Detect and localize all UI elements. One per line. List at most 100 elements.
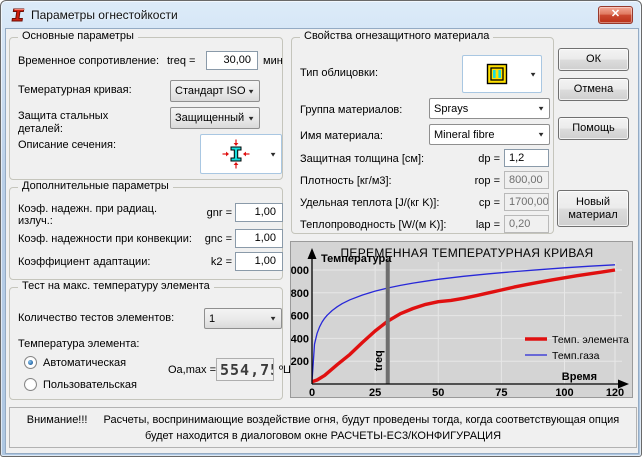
temperature-curve-select[interactable]: Стандарт ISO 834 ▼ (170, 80, 260, 102)
warning-box: Внимание!!! Расчеты, воспринимающие возд… (9, 407, 637, 448)
radio-automatic[interactable]: Автоматическая (24, 356, 126, 369)
close-button[interactable]: ✕ (598, 6, 633, 24)
x-axis-label: Время (562, 371, 597, 383)
gnc-prefix: gnc = (204, 233, 232, 245)
steel-protection-label-1: Защита стальных (18, 110, 109, 122)
chart-title: ПЕРЕМЕННАЯ ТЕМПЕРАТУРНАЯ КРИВАЯ (340, 246, 593, 260)
y-axis-arrow-icon (307, 248, 317, 259)
material-group-label: Группа материалов: (300, 104, 403, 116)
material-name-label: Имя материала: (300, 130, 383, 142)
x-tick-label: 50 (432, 387, 444, 397)
section-description-select[interactable]: ▼ (200, 134, 282, 174)
radio-unselected-icon (24, 378, 37, 391)
specific-heat-label: Удельная теплота [J/(кг K)]: (300, 197, 440, 209)
radio-selected-icon (24, 356, 37, 369)
box-protection-icon (486, 63, 508, 85)
chart-series-line (311, 268, 616, 384)
k2-input[interactable]: 1,00 (235, 252, 283, 271)
k2-prefix: k2 = (210, 256, 232, 268)
oamax-prefix: Oa,max = (168, 364, 216, 376)
chevron-down-icon: ▼ (247, 87, 255, 95)
dp-prefix: dp = (478, 153, 500, 165)
section-description-label: Описание сечения: (18, 139, 117, 151)
group-fire-protection-material: Свойства огнезащитного материала Тип обл… (291, 30, 554, 234)
y-tick-label: 600 (291, 311, 309, 323)
x-tick-label: 0 (309, 387, 315, 397)
x-tick-label: 25 (369, 387, 381, 397)
treq-marker-label: treq (373, 350, 385, 371)
chevron-down-icon: ▼ (247, 114, 255, 122)
material-group-select[interactable]: Sprays ▼ (429, 98, 550, 119)
group-title: Основные параметры (18, 30, 138, 42)
ok-button[interactable]: ОК (558, 48, 629, 71)
time-resistance-label: Временное сопротивление: (18, 55, 160, 67)
element-temperature-label: Температура элемента: (18, 338, 140, 350)
window-title: Параметры огнестойкости (31, 7, 178, 22)
treq-unit: мин (263, 55, 283, 67)
gnr-prefix: gnr = (206, 207, 232, 219)
help-button[interactable]: Помощь (558, 117, 629, 140)
steel-beam-app-icon (9, 7, 25, 23)
warning-line2: будет находится в диалоговом окне РАСЧЕТ… (144, 429, 502, 442)
thickness-label: Защитная толщина [см]: (300, 153, 425, 165)
y-axis-label: Температура (321, 253, 392, 265)
new-material-button[interactable]: Новый материал (557, 190, 629, 227)
radio-custom[interactable]: Пользовательская (24, 378, 137, 391)
cancel-button[interactable]: Отмена (558, 78, 629, 101)
gnc-input[interactable]: 1,00 (235, 229, 283, 248)
x-tick-label: 120 (606, 387, 624, 397)
chevron-down-icon: ▼ (537, 104, 545, 113)
conductivity-label: Теплопроводность [W/(м K)]: (300, 219, 447, 231)
chart-series-line (311, 264, 616, 382)
test-count-label: Количество тестов элементов: (18, 312, 175, 324)
close-icon: ✕ (610, 8, 621, 20)
rop-input: 800,00 (504, 171, 549, 189)
x-axis-arrow-icon (618, 379, 629, 389)
y-tick-label: 200 (291, 356, 309, 368)
dp-input[interactable]: 1,2 (504, 149, 549, 167)
temperature-chart-svg: treq 0 25 50 75 100 120 200 400 600 800 1000 ПЕРЕМЕН… (291, 242, 632, 397)
chevron-down-icon: ▼ (269, 314, 277, 323)
titlebar[interactable]: Параметры огнестойкости ✕ (1, 1, 641, 28)
lap-prefix: lap = (475, 219, 500, 231)
group-title: Дополнительные параметры (18, 180, 173, 192)
group-main-parameters: Основные параметры Временное сопротивлен… (9, 30, 283, 180)
rop-prefix: rop = (474, 175, 500, 187)
cp-prefix: cp = (478, 197, 500, 209)
legend-label: Темп. элемента (552, 334, 629, 346)
gnc-label: Коэф. надежности при конвекции: (18, 233, 192, 245)
chevron-down-icon: ▼ (529, 70, 537, 78)
gnr-input[interactable]: 1,00 (235, 203, 283, 222)
cp-input: 1700,00 (504, 193, 549, 211)
chevron-down-icon: ▼ (537, 130, 545, 139)
legend-label: Темп.газа (552, 350, 600, 362)
y-tick-label: 800 (291, 288, 309, 300)
steel-protection-label-2: деталей: (18, 123, 63, 135)
oamax-unit: ºЦ (279, 364, 292, 376)
x-tick-label: 75 (495, 387, 507, 397)
oamax-display: 554,75 (216, 358, 274, 381)
gnr-label-1: Коэф. надежн. при радиац. (18, 203, 157, 215)
chevron-down-icon: ▼ (269, 150, 277, 158)
material-name-select[interactable]: Mineral fibre ▼ (429, 124, 550, 145)
temp-curve-label: Темературная кривая: (18, 84, 132, 96)
group-max-temperature-test: Тест на макс. температуру элемента Колич… (9, 280, 291, 400)
treq-input[interactable]: 30,00 (206, 51, 258, 70)
x-tick-label: 100 (555, 387, 573, 397)
steel-protection-select[interactable]: Защищенный ▼ (170, 107, 260, 129)
treq-prefix: treq = (167, 55, 196, 67)
cladding-type-select[interactable]: ▼ (462, 55, 542, 93)
group-additional-parameters: Дополнительные параметры Коэф. надежн. п… (9, 180, 283, 280)
density-label: Плотность [кг/м3]: (300, 175, 392, 187)
warning-attention: Внимание!!! (26, 413, 88, 426)
y-tick-label: 1000 (291, 265, 309, 277)
cladding-type-label: Тип облицовки: (300, 67, 379, 79)
lap-input: 0,20 (504, 215, 549, 233)
dialog-client-area: Основные параметры Временное сопротивлен… (5, 28, 639, 454)
group-title: Свойства огнезащитного материала (300, 30, 494, 42)
temperature-chart-panel: treq 0 25 50 75 100 120 200 400 600 800 1000 ПЕРЕМЕН… (290, 241, 633, 398)
y-tick-label: 400 (291, 333, 309, 345)
test-count-select[interactable]: 1 ▼ (204, 308, 282, 329)
k2-label: Коэффициент адаптации: (18, 256, 151, 268)
